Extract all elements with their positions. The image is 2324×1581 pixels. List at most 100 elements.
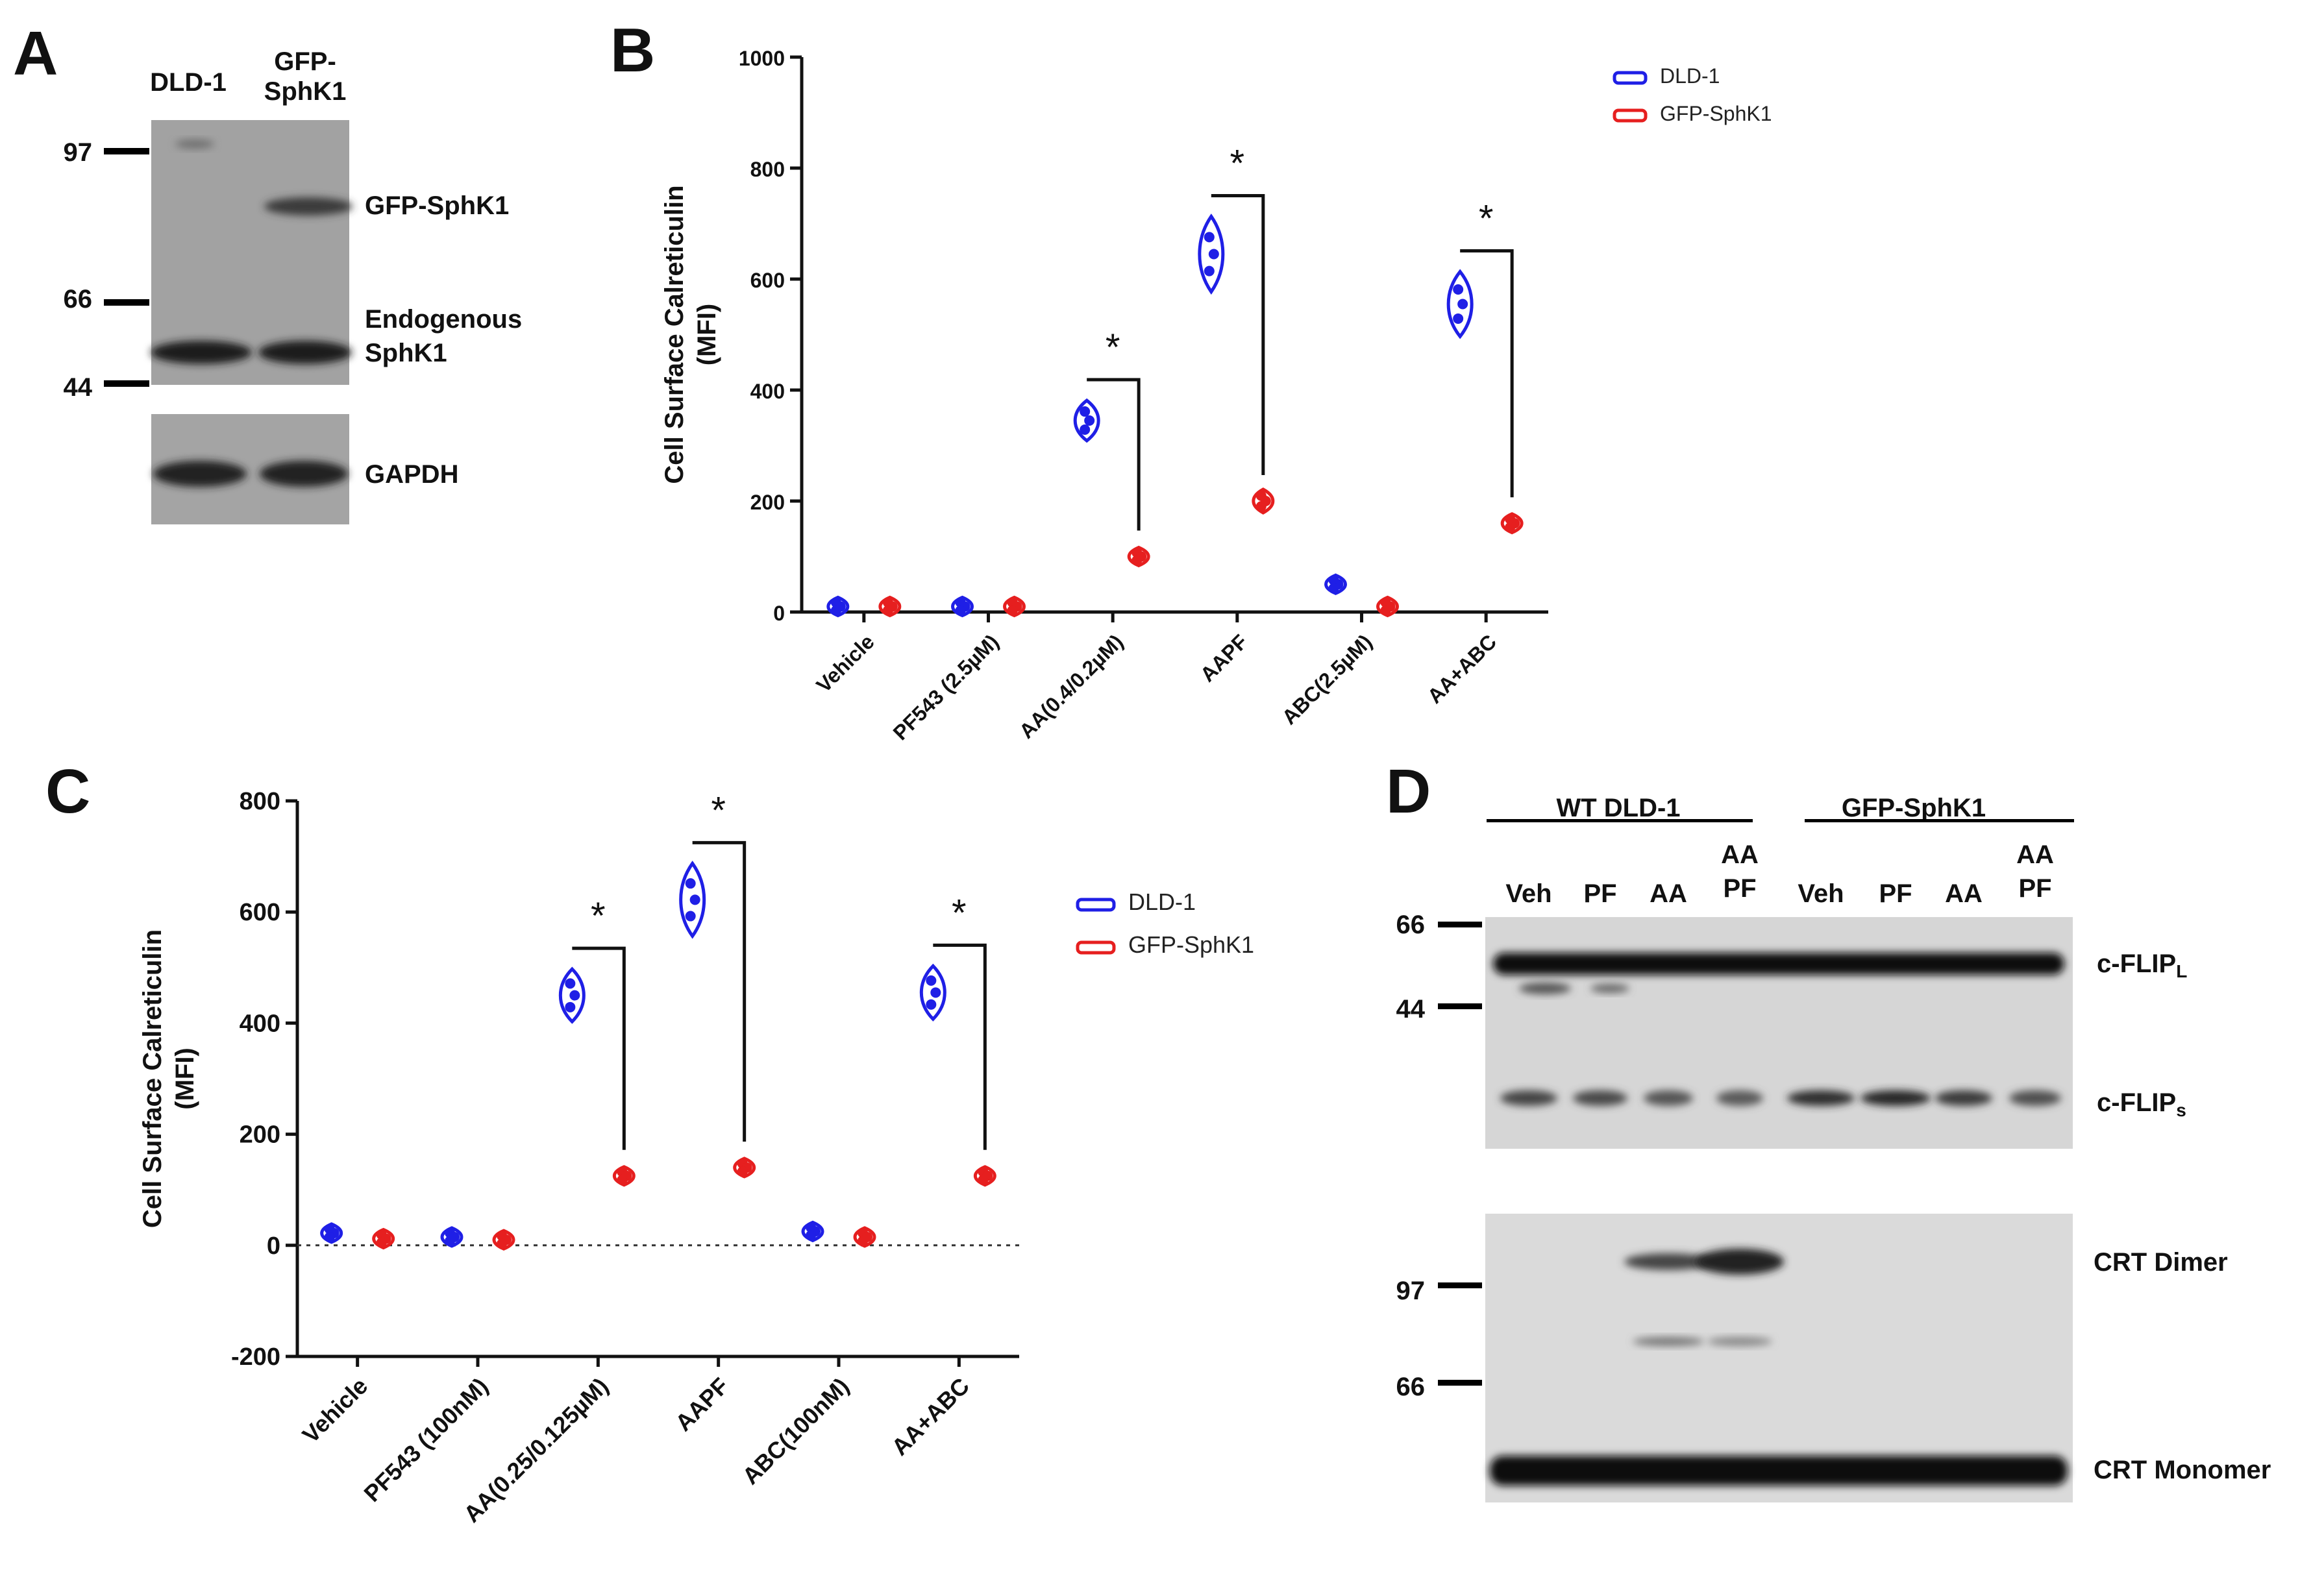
lane-label-line: AA bbox=[1721, 840, 1759, 869]
band-nonspecific bbox=[175, 140, 214, 149]
lane-label-line: PF bbox=[1723, 874, 1756, 903]
violin-dld1 bbox=[440, 1226, 464, 1248]
data-point bbox=[497, 1238, 507, 1249]
panel-b: B 0 200 400 600 800 1000 Cell Surface Calretic… bbox=[610, 16, 1772, 744]
data-point bbox=[1208, 249, 1219, 260]
band-gapdh-lane2 bbox=[260, 461, 348, 487]
data-point bbox=[1204, 265, 1215, 276]
x-tick-label: PF543 (100nM) bbox=[358, 1373, 493, 1507]
panel-d-letter: D bbox=[1386, 757, 1431, 826]
data-point bbox=[1080, 424, 1091, 435]
x-tick-label: AAPF bbox=[670, 1373, 734, 1436]
violin-gfp-sphk1 bbox=[1127, 545, 1150, 568]
data-point bbox=[806, 1230, 816, 1241]
data-point bbox=[1380, 605, 1391, 616]
lane-label-line: PF bbox=[1583, 879, 1616, 908]
x-tick-label: ABC(2.5µM) bbox=[1278, 630, 1377, 729]
data-point bbox=[882, 605, 893, 616]
marker-d-66: 66 bbox=[1396, 911, 1426, 939]
y-tick-label: 800 bbox=[750, 158, 785, 181]
marker-d-66b: 66 bbox=[1396, 1373, 1426, 1401]
legend: DLD-1 GFP-SphK1 bbox=[1076, 889, 1254, 958]
data-point bbox=[689, 894, 700, 905]
lane-labels-d: Veh PF AA AA PF Veh PF AA AA PF bbox=[1505, 840, 2053, 908]
chart-b: 0 200 400 600 800 1000 Cell Surface Calreticul… bbox=[660, 47, 1772, 744]
band-endogenous-lane2 bbox=[258, 341, 352, 364]
data-point bbox=[617, 1175, 628, 1186]
significance-bracket: * bbox=[1211, 142, 1265, 475]
band-label-gapdh: GAPDH bbox=[365, 460, 458, 489]
panel-a: A DLD-1 GFP-SphK1 97 66 44 GFP-SphK1 End… bbox=[13, 19, 522, 524]
lane-label: PF bbox=[1583, 879, 1616, 908]
marker-tick-d-44 bbox=[1438, 1003, 1482, 1009]
violin-dld1 bbox=[1446, 269, 1474, 339]
band-label-crt-monomer: CRT Monomer bbox=[2094, 1456, 2271, 1484]
lane-label-line: Veh bbox=[1505, 879, 1551, 908]
data-point bbox=[1255, 501, 1267, 512]
marker-tick-44 bbox=[104, 380, 149, 387]
y-tick-label: 400 bbox=[750, 380, 785, 403]
data-point bbox=[930, 987, 941, 998]
violin-dld1 bbox=[1073, 398, 1100, 443]
x-tick-label: AA+ABC bbox=[886, 1373, 974, 1461]
y-axis-label: Cell Surface Calreticulin (MFI) bbox=[138, 929, 199, 1228]
significance-bracket: * bbox=[1087, 326, 1141, 531]
lane-label: AA bbox=[1945, 879, 1983, 908]
panel-c: C -200 0 200 400 600 800 Cell Surface Calretic… bbox=[45, 757, 1254, 1528]
lane-label: PF bbox=[1879, 879, 1912, 908]
bracket-line bbox=[1460, 249, 1514, 498]
bracket-line bbox=[572, 946, 626, 1150]
y-tick-label: 600 bbox=[750, 269, 785, 292]
lane-label-line: AA bbox=[2016, 840, 2054, 869]
bracket-line bbox=[1087, 378, 1141, 531]
data-point bbox=[685, 878, 696, 889]
violin-gfp-sphk1 bbox=[1003, 595, 1026, 618]
lane-label: AA bbox=[1650, 879, 1687, 908]
data-point bbox=[1505, 522, 1516, 533]
band-label-crt-dimer: CRT Dimer bbox=[2094, 1248, 2228, 1277]
y-tick-label: 800 bbox=[240, 788, 280, 815]
y-tick-label: 0 bbox=[773, 602, 785, 625]
marker-tick-d-97 bbox=[1438, 1282, 1482, 1288]
violin-dld1 bbox=[951, 595, 974, 618]
band-endogenous-lane1 bbox=[151, 341, 252, 364]
legend-label: GFP-SphK1 bbox=[1660, 102, 1772, 125]
x-tick-label: Vehicle bbox=[297, 1373, 373, 1449]
y-axis-label-line: (MFI) bbox=[171, 1048, 199, 1110]
violin-dld1 bbox=[679, 861, 706, 939]
data-point bbox=[1007, 605, 1018, 616]
violin-gfp-sphk1 bbox=[853, 1226, 876, 1248]
data-point bbox=[376, 1237, 387, 1248]
lane-label-dld1: DLD-1 bbox=[150, 68, 227, 97]
significance-bracket: * bbox=[692, 789, 747, 1142]
data-point bbox=[445, 1236, 455, 1247]
significance-bracket: * bbox=[572, 895, 626, 1150]
band-cflip-s-lane bbox=[1573, 1090, 1627, 1106]
lane-label-line: AA bbox=[1945, 879, 1983, 908]
significance-star: * bbox=[591, 895, 606, 937]
legend-label: DLD-1 bbox=[1128, 889, 1196, 915]
band-crt-dimer-aa bbox=[1624, 1253, 1712, 1270]
legend-swatch bbox=[1613, 71, 1648, 85]
data-point bbox=[926, 999, 937, 1010]
lane-label-line: Veh bbox=[1798, 879, 1844, 908]
marker-tick-66 bbox=[104, 299, 149, 306]
data-point bbox=[858, 1236, 868, 1247]
x-tick-label: PF543 (2.5µM) bbox=[889, 630, 1004, 744]
data-point bbox=[565, 978, 576, 989]
marker-tick-d-66b bbox=[1438, 1380, 1482, 1386]
data-point bbox=[1453, 313, 1464, 324]
data-point bbox=[1131, 555, 1143, 566]
y-axis-label: Cell Surface Calreticulin (MFI) bbox=[660, 185, 721, 484]
marker-tick-d-66 bbox=[1438, 922, 1482, 927]
violin-gfp-sphk1 bbox=[372, 1227, 395, 1250]
data-point bbox=[685, 911, 696, 922]
band-cflip-l bbox=[1493, 953, 2064, 975]
data-point bbox=[1084, 415, 1095, 426]
x-tick-label: Vehicle bbox=[811, 630, 878, 696]
legend-swatch bbox=[1613, 108, 1648, 123]
data-point bbox=[565, 1001, 576, 1012]
bracket-line bbox=[692, 840, 747, 1142]
y-axis-label-line: Cell Surface Calreticulin bbox=[138, 929, 167, 1228]
